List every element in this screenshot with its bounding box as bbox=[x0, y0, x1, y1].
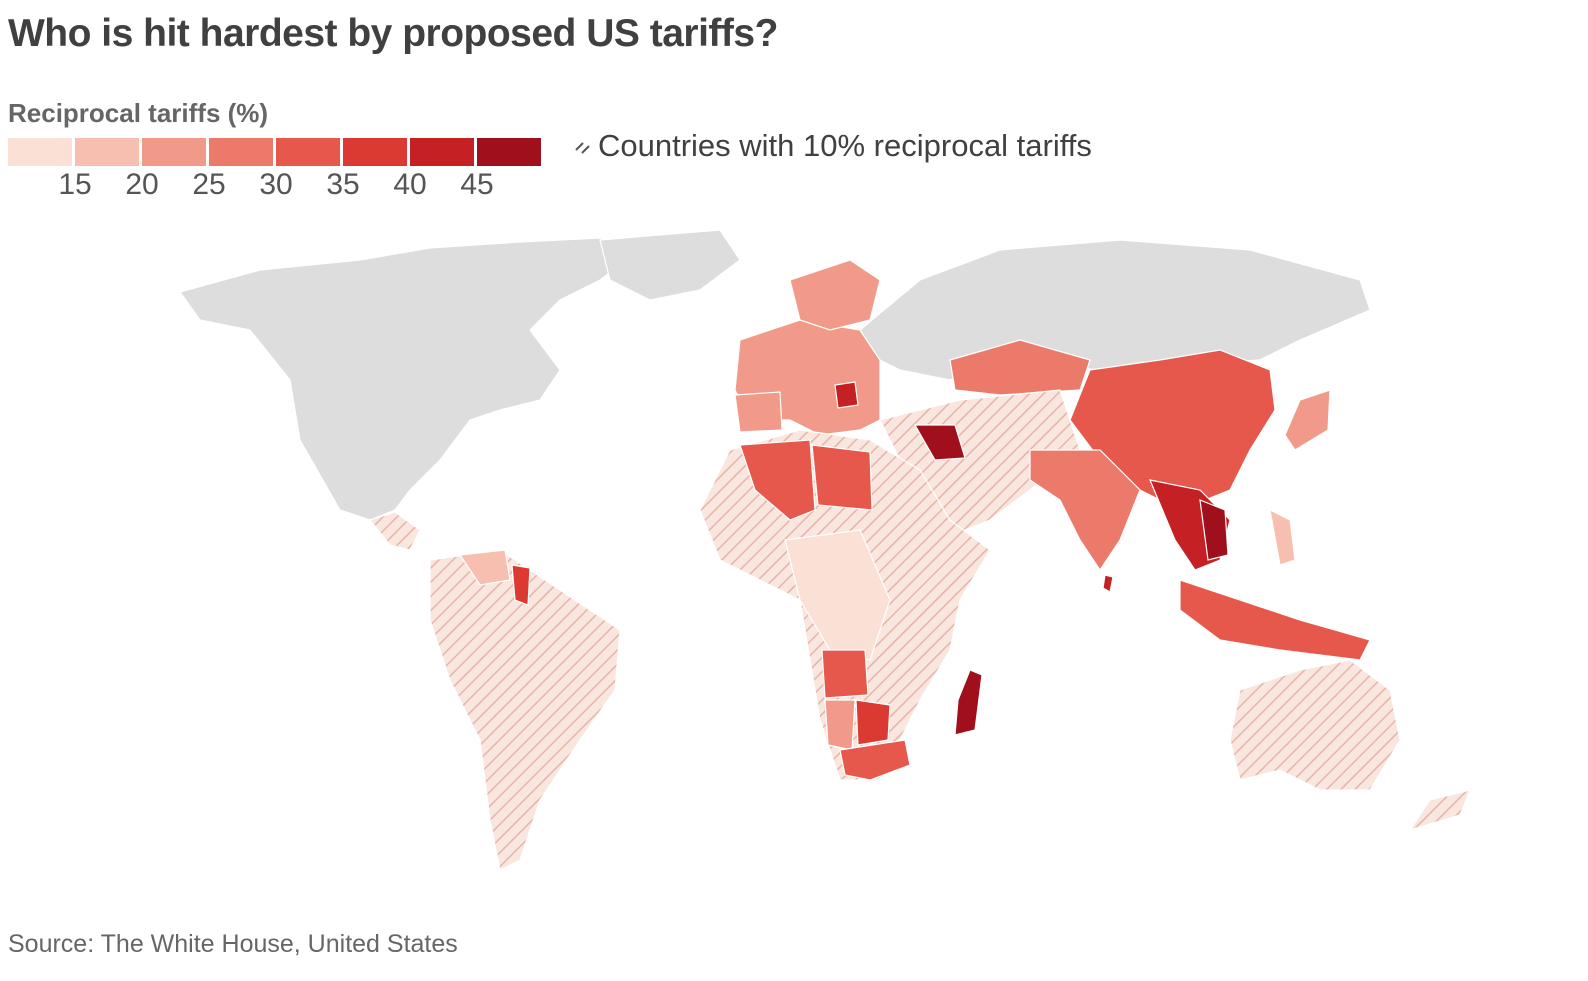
legend-hatch: Countries with 10% reciprocal tariffs bbox=[572, 128, 1092, 164]
legend-swatch-4 bbox=[276, 138, 340, 166]
region-madagascar bbox=[954, 669, 983, 736]
legend-tick: 15 bbox=[58, 168, 92, 201]
legend-hatch-label: Countries with 10% reciprocal tariffs bbox=[598, 128, 1092, 163]
chart-title: Who is hit hardest by proposed US tariff… bbox=[8, 12, 778, 55]
region-central-africa bbox=[784, 529, 891, 661]
region-australia bbox=[1229, 659, 1401, 791]
region-guyana bbox=[511, 564, 531, 606]
legend-swatch-3 bbox=[209, 138, 273, 166]
legend-tick: 25 bbox=[192, 168, 226, 201]
legend-swatch-7 bbox=[477, 138, 541, 166]
legend-tick: 40 bbox=[393, 168, 427, 201]
region-north-america bbox=[179, 237, 642, 521]
world-map bbox=[179, 229, 1471, 871]
region-south-america bbox=[429, 549, 621, 871]
hatch-pattern-icon bbox=[575, 142, 590, 154]
region-central-america bbox=[368, 511, 421, 551]
region-russia bbox=[859, 239, 1371, 381]
region-venezuela bbox=[458, 549, 511, 586]
region-greenland bbox=[599, 229, 741, 301]
region-iraq-syria bbox=[913, 424, 966, 461]
source-note: Source: The White House, United States bbox=[8, 930, 458, 958]
region-namibia bbox=[824, 699, 856, 751]
region-libya bbox=[811, 444, 873, 511]
legend-tick: 20 bbox=[125, 168, 159, 201]
legend-swatch-0 bbox=[8, 138, 72, 166]
legend-swatch-6 bbox=[410, 138, 474, 166]
region-kazakhstan bbox=[949, 339, 1091, 396]
region-scandinavia bbox=[789, 259, 881, 331]
region-south-africa bbox=[839, 739, 911, 781]
region-iberia bbox=[734, 391, 783, 433]
legend-tick: 30 bbox=[259, 168, 293, 201]
region-vietnam bbox=[1199, 499, 1229, 561]
legend-swatch-5 bbox=[343, 138, 407, 166]
region-new-zealand bbox=[1408, 789, 1471, 832]
region-botswana bbox=[855, 699, 891, 746]
region-angola bbox=[821, 649, 869, 699]
region-balkans bbox=[834, 381, 859, 409]
legend-swatch-1 bbox=[75, 138, 139, 166]
legend-tick: 45 bbox=[460, 168, 494, 201]
region-india bbox=[1029, 449, 1141, 572]
legend-tick: 35 bbox=[326, 168, 360, 201]
region-sri-lanka bbox=[1102, 574, 1114, 593]
region-algeria bbox=[739, 439, 816, 521]
legend-ticks: 15 20 25 30 35 40 45 bbox=[8, 168, 548, 208]
region-japan bbox=[1284, 389, 1331, 451]
legend-title: Reciprocal tariffs (%) bbox=[8, 98, 269, 128]
region-indonesia bbox=[1179, 579, 1371, 661]
legend-color-scale bbox=[8, 138, 544, 166]
region-philippines bbox=[1269, 508, 1296, 566]
legend-swatch-2 bbox=[142, 138, 206, 166]
